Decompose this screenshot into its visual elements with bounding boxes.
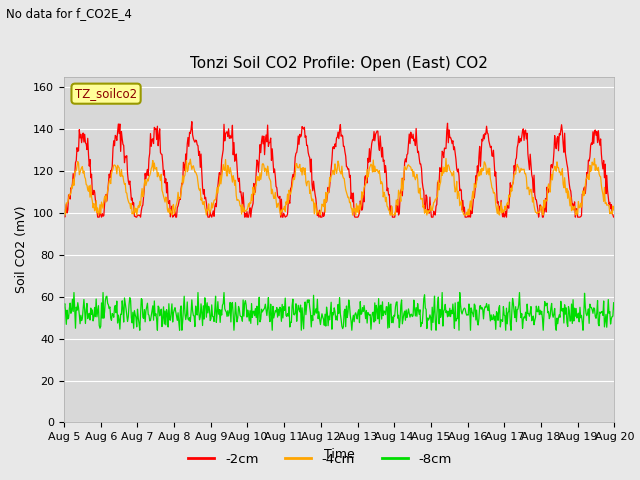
Title: Tonzi Soil CO2 Profile: Open (East) CO2: Tonzi Soil CO2 Profile: Open (East) CO2 [190,57,488,72]
Legend: -2cm, -4cm, -8cm: -2cm, -4cm, -8cm [183,447,457,471]
Text: No data for f_CO2E_4: No data for f_CO2E_4 [6,7,132,20]
X-axis label: Time: Time [324,448,355,461]
Y-axis label: Soil CO2 (mV): Soil CO2 (mV) [15,206,28,293]
Text: TZ_soilco2: TZ_soilco2 [75,87,137,100]
